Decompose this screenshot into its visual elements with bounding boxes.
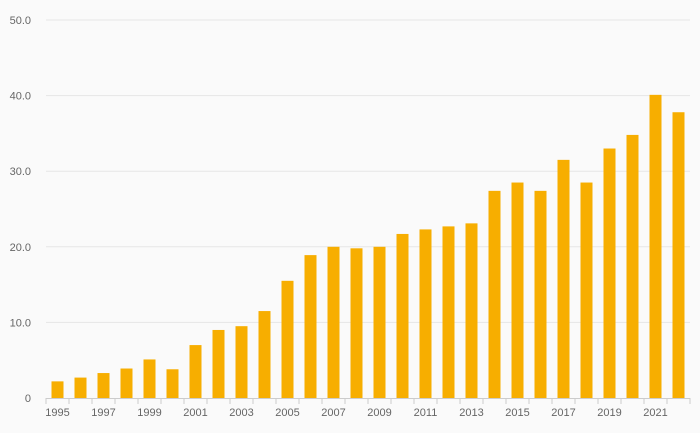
bar-2007 — [327, 246, 340, 398]
bar-2019 — [603, 148, 616, 398]
bar-2000 — [166, 369, 179, 398]
x-tick-label: 2003 — [229, 407, 253, 419]
x-tick-label: 1997 — [91, 407, 115, 419]
x-tick-label: 2019 — [597, 407, 621, 419]
y-tick-label: 10.0 — [10, 317, 31, 329]
bar-2016 — [534, 190, 547, 398]
x-tick-label: 2001 — [183, 407, 207, 419]
bar-2005 — [281, 280, 294, 398]
y-tick-label: 20.0 — [10, 242, 31, 254]
x-tick-label: 2017 — [551, 407, 575, 419]
x-tick-label: 2021 — [643, 407, 667, 419]
bar-2012 — [442, 226, 455, 398]
bar-2013 — [465, 223, 478, 398]
x-tick-label: 1999 — [137, 407, 161, 419]
bar-2011 — [419, 229, 432, 398]
y-tick-label: 40.0 — [10, 91, 31, 103]
bar-2009 — [373, 246, 386, 398]
bar-2018 — [580, 182, 593, 398]
bar-2008 — [350, 248, 363, 398]
bar-2014 — [488, 190, 501, 398]
bars — [51, 94, 685, 399]
bar-2010 — [396, 233, 409, 398]
x-axis-ticks: 1995 1997 1999 2001 2003 2005 2007 2009 2011 2013… — [45, 398, 691, 419]
y-tick-label: 30.0 — [10, 166, 31, 178]
bar-2001 — [189, 345, 202, 398]
y-axis-tick-labels: 0 10.0 20.0 30.0 40.0 50.0 — [10, 15, 31, 405]
bar-1995 — [51, 381, 64, 398]
bar-1999 — [143, 359, 156, 398]
y-tick-label: 50.0 — [10, 15, 31, 27]
x-tick-label: 2015 — [505, 407, 529, 419]
bar-2021 — [649, 94, 662, 399]
bar-1997 — [97, 373, 110, 398]
x-tick-label: 2013 — [459, 407, 483, 419]
x-tick-label: 2007 — [321, 407, 345, 419]
x-tick-label: 2011 — [414, 407, 438, 419]
bar-1998 — [120, 368, 133, 398]
x-tick-label: 2009 — [367, 407, 391, 419]
bar-1996 — [74, 377, 87, 398]
bar-2015 — [511, 182, 524, 398]
y-tick-label: 0 — [25, 393, 31, 405]
x-tick-label: 2005 — [275, 407, 299, 419]
bar-2003 — [235, 326, 248, 398]
bar-2006 — [304, 255, 317, 398]
bar-2020 — [626, 134, 639, 399]
bar-2017 — [557, 159, 570, 398]
x-tick-label: 1995 — [45, 407, 69, 419]
bar-2004 — [258, 311, 271, 398]
bar-2002 — [212, 329, 225, 398]
bar-2022 — [672, 112, 685, 399]
